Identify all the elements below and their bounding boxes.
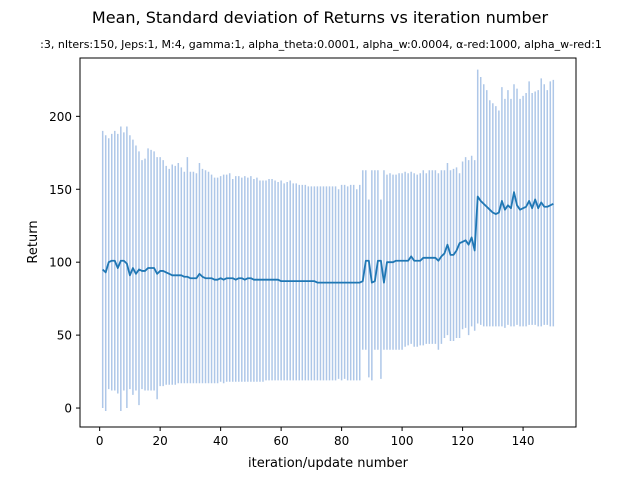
errorbar-group bbox=[101, 69, 555, 411]
y-tick-label-100: 100 bbox=[49, 256, 72, 270]
x-tick-label-140: 140 bbox=[512, 434, 535, 448]
mean-return-line bbox=[102, 191, 554, 284]
x-axis: 0 20 40 60 80 100 120 140 bbox=[96, 427, 535, 448]
y-axis-label: Return bbox=[26, 220, 41, 263]
x-tick-label-0: 0 bbox=[96, 434, 104, 448]
plot-area-frame bbox=[79, 57, 577, 428]
chart-subtitle: :3, nIters:150, Jeps:1, M:4, gamma:1, al… bbox=[40, 38, 602, 51]
y-tick-label-200: 200 bbox=[49, 110, 72, 124]
x-tick-label-120: 120 bbox=[451, 434, 474, 448]
x-tick-label-40: 40 bbox=[213, 434, 228, 448]
x-tick-label-100: 100 bbox=[391, 434, 414, 448]
y-axis: 0 50 100 150 200 bbox=[49, 110, 80, 416]
x-tick-label-60: 60 bbox=[273, 434, 288, 448]
chart-title: Mean, Standard deviation of Returns vs i… bbox=[92, 8, 549, 27]
y-tick-label-50: 50 bbox=[57, 329, 72, 343]
x-tick-label-20: 20 bbox=[153, 434, 168, 448]
x-axis-label: iteration/update number bbox=[248, 456, 409, 471]
y-tick-label-150: 150 bbox=[49, 183, 72, 197]
x-tick-label-80: 80 bbox=[334, 434, 349, 448]
y-tick-label-0: 0 bbox=[64, 402, 72, 416]
